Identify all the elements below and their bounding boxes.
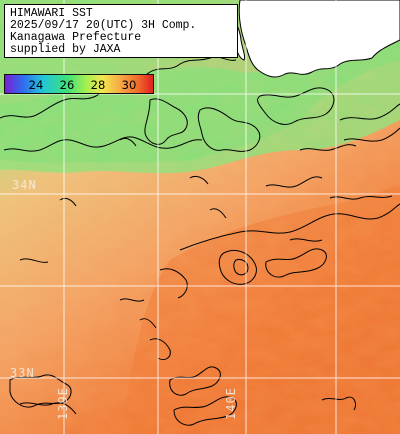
temperature-legend: 24 26 28 30 xyxy=(4,74,154,94)
latitude-label-34n: 34N xyxy=(12,178,37,192)
legend-label-30: 30 xyxy=(121,78,137,92)
legend-label-26: 26 xyxy=(59,78,75,92)
legend-label-24: 24 xyxy=(28,78,44,92)
longitude-label-139e: 139E xyxy=(56,387,70,420)
credit-label: supplied by JAXA xyxy=(10,43,121,56)
info-box: HIMAWARI SST 2025/09/17 20(UTC) 3H Comp.… xyxy=(4,4,238,58)
longitude-label-140e: 140E xyxy=(224,387,238,420)
legend-gradient-bar xyxy=(5,75,153,93)
legend-label-28: 28 xyxy=(90,78,106,92)
land-main xyxy=(238,0,400,78)
latitude-label-33n: 33N xyxy=(10,366,35,380)
region-label: Kanagawa Prefecture xyxy=(10,31,142,44)
timestamp-label: 2025/09/17 20(UTC) 3H Comp. xyxy=(10,19,197,32)
sst-contours xyxy=(0,56,400,426)
product-title: HIMAWARI SST xyxy=(10,7,93,20)
